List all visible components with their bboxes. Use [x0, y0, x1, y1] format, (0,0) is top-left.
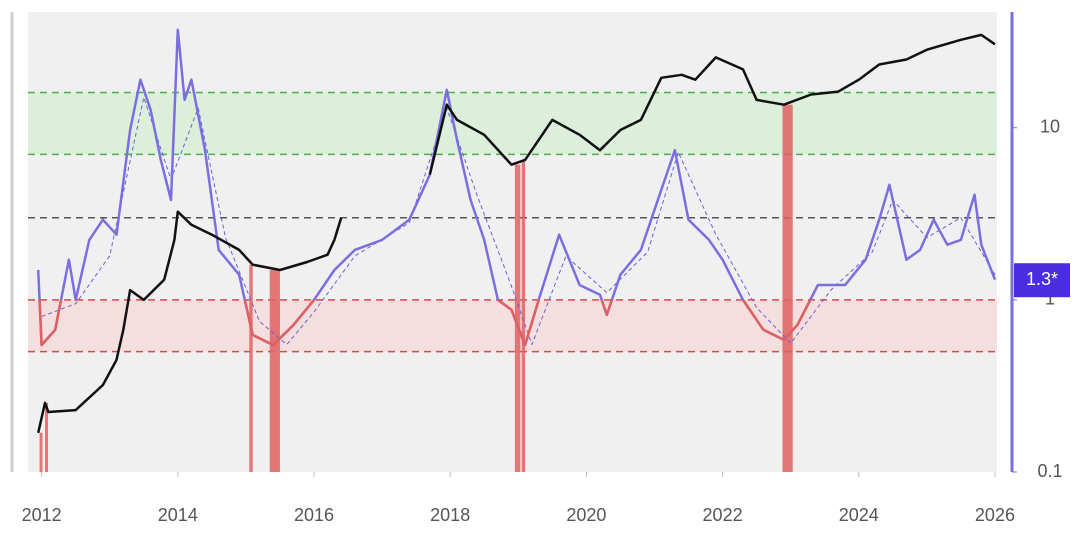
x-tick-label: 2012 [22, 505, 62, 525]
average-line [41, 96, 996, 345]
highlight-bar [269, 270, 280, 472]
highlight-bar [782, 104, 793, 473]
highlight-bar [45, 402, 49, 472]
y-tick-label: 10 [1040, 116, 1060, 136]
x-tick-label: 2016 [294, 505, 334, 525]
x-tick-label: 2020 [566, 505, 606, 525]
band [28, 299, 997, 352]
plot-area [28, 28, 997, 473]
x-tick-label: 2022 [703, 505, 743, 525]
highlight-bar [249, 264, 253, 472]
y-tick-label: 0.1 [1037, 461, 1062, 481]
band [28, 92, 997, 155]
highlight-bar [514, 164, 521, 473]
x-tick-label: 2026 [975, 505, 1015, 525]
highlight-bar [521, 159, 526, 472]
y-tick-label: 1 [1045, 289, 1055, 309]
current-value-badge [1014, 263, 1070, 298]
x-tick-label: 2024 [839, 505, 879, 525]
highlight-bar [39, 432, 43, 472]
current-value-label: 1.3* [1026, 269, 1058, 289]
ratio-line [36, 28, 997, 347]
x-tick-label: 2018 [430, 505, 470, 525]
x-tick-label: 2014 [158, 505, 198, 525]
price-line [36, 33, 996, 434]
